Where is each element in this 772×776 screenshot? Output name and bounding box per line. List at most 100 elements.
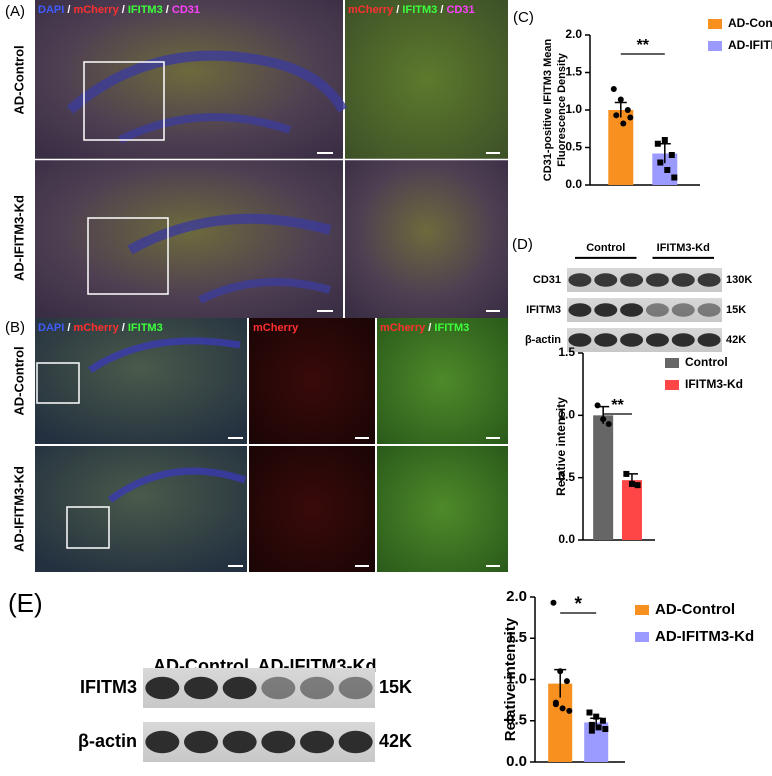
data-point: [593, 713, 600, 720]
micrograph: [377, 318, 508, 444]
legend-label: AD-IFITM3-Kd: [728, 38, 772, 52]
channel-segment: IFITM3: [128, 4, 163, 16]
y-tick-label: 0.5: [565, 140, 582, 154]
data-point: [623, 470, 630, 477]
zoom-box: [36, 362, 80, 404]
tissue-band: [66, 50, 348, 114]
channel-segment: CD31: [446, 4, 474, 16]
blot-band: [568, 273, 592, 287]
channel-segment: IFITM3: [434, 322, 469, 334]
y-tick-label: 1.5: [506, 629, 527, 646]
channel-segment: mCherry: [348, 4, 394, 16]
data-point: [550, 599, 557, 606]
blot-strip: [567, 328, 722, 352]
channel-label: mCherry / IFITM3 / CD31: [348, 4, 475, 16]
data-point: [610, 86, 617, 92]
y-tick-label: 1.0: [506, 670, 527, 687]
legend-label: Control: [685, 355, 728, 369]
legend-swatch: [708, 19, 722, 29]
data-point: [605, 421, 612, 428]
micrograph: [345, 0, 508, 159]
channel-labels: DAPI / mCherry / IFITM3 / CD31 mCherry / …: [38, 4, 475, 334]
channel-label: DAPI / mCherry / IFITM3 / CD31: [38, 4, 200, 16]
panel-label: (E): [8, 588, 43, 618]
channel-segment: CD31: [172, 4, 200, 16]
data-point: [595, 724, 602, 731]
channel-segment: mCherry: [253, 322, 299, 334]
channel-segment: DAPI: [38, 4, 64, 16]
channel-segment: /: [425, 322, 434, 334]
y-tick-label: 1.5: [565, 65, 582, 79]
blot-row-label: CD31: [533, 274, 561, 286]
blot-band: [620, 303, 644, 317]
blot-band: [145, 730, 180, 754]
blot-band: [594, 333, 618, 347]
blot-band: [568, 333, 592, 347]
blot-band: [222, 730, 257, 754]
blot-band: [300, 676, 334, 700]
y-tick-label: 1.5: [558, 345, 575, 359]
legend-swatch: [665, 358, 679, 368]
legend-swatch: [665, 380, 679, 390]
panel-label: (D): [512, 236, 533, 253]
tissue-band: [107, 467, 247, 503]
blot-size-label: 15K: [379, 677, 412, 697]
data-point: [594, 402, 601, 409]
y-tick-label: 2.0: [506, 588, 527, 605]
y-tick-label: 0.5: [558, 470, 575, 484]
channel-segment: /: [437, 4, 446, 16]
blot-band: [645, 303, 669, 317]
blot-band: [594, 273, 618, 287]
data-point: [613, 112, 620, 119]
micrograph: [249, 318, 375, 444]
row-label: AD-IFITM3-Kd: [11, 466, 26, 552]
micrograph: [35, 446, 247, 572]
blot-band: [184, 676, 218, 700]
legend-swatch: [635, 605, 649, 615]
channel-label: DAPI / mCherry / IFITM3: [38, 322, 163, 334]
data-point: [600, 416, 607, 423]
data-point: [586, 709, 593, 716]
data-point: [552, 701, 559, 708]
channel-segment: /: [119, 4, 128, 16]
blot-row-label: β-actin: [525, 334, 561, 346]
data-point: [664, 167, 671, 173]
channel-segment: /: [64, 4, 73, 16]
channel-segment: /: [393, 4, 402, 16]
blot-band: [568, 303, 592, 317]
blot-band: [645, 333, 669, 347]
blot-band: [145, 676, 180, 700]
group-label: Control: [586, 242, 625, 254]
micrograph: [345, 160, 508, 318]
channel-segment: IFITM3: [402, 4, 437, 16]
significance-label: *: [574, 594, 582, 615]
data-point: [654, 140, 661, 147]
data-point: [671, 174, 678, 181]
micrograph: [35, 318, 247, 444]
panel-label: (A): [5, 3, 25, 20]
blot-band: [697, 333, 721, 347]
y-axis-label: CD31-positive IFITM3 Mean: [542, 39, 554, 182]
y-tick-label: 2.0: [565, 27, 582, 41]
data-point: [599, 717, 606, 724]
significance-label: **: [611, 397, 624, 414]
blot-strip: [143, 668, 375, 708]
y-tick-label: 0.5: [506, 712, 527, 729]
blot-band: [594, 303, 618, 317]
significance-label: **: [637, 37, 650, 54]
western-blots: Control IFITM3-Kd CD31 130K IFITM3 15K β-actin…: [78, 242, 752, 762]
charts: 0.0 0.5 1.0 1.5 2.0 CD31-positive IFITM3 Mean…: [502, 16, 772, 770]
row-label: AD-Control: [11, 45, 26, 114]
blot-band: [338, 676, 373, 700]
data-point: [559, 705, 566, 712]
blot-band: [671, 303, 695, 317]
blot-strip: [143, 722, 375, 762]
zoom-box: [83, 61, 165, 141]
data-point: [588, 721, 595, 728]
blot-band: [261, 730, 296, 754]
y-tick-label: 0.0: [506, 753, 527, 770]
y-tick-label: 0.0: [565, 177, 582, 191]
blot-size-label: 42K: [379, 731, 412, 751]
blot-band: [261, 676, 296, 700]
